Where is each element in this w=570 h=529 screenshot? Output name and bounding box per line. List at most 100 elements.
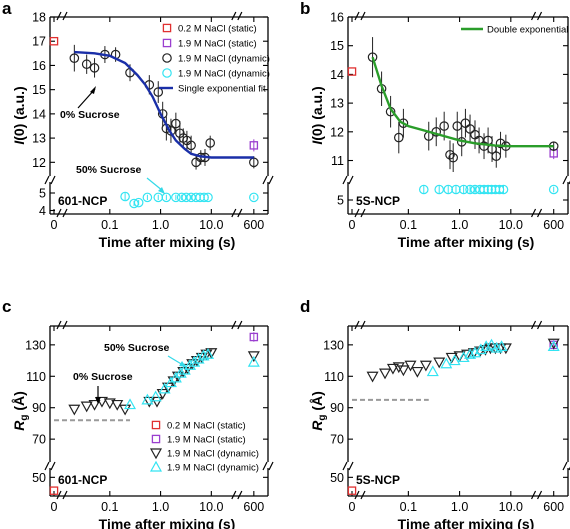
data-point xyxy=(81,59,92,70)
data-point xyxy=(141,393,154,405)
legend-swatch xyxy=(151,434,161,444)
annotation-0-sucrose: 0% Sucrose xyxy=(60,109,120,121)
annotation-50-sucrose: 50% Sucrose xyxy=(104,342,170,354)
x-tick-label: 600 xyxy=(243,500,264,514)
data-point xyxy=(80,401,93,413)
axis-break-mark xyxy=(44,175,50,185)
data-point xyxy=(483,184,493,195)
data-point xyxy=(495,340,508,352)
data-point xyxy=(458,184,469,195)
panel-letter: a xyxy=(2,0,12,18)
x-tick-label: 0.1 xyxy=(101,218,118,232)
axis-break-mark xyxy=(237,208,243,218)
axis-break-mark xyxy=(231,11,237,21)
axis-break-mark xyxy=(531,208,537,218)
data-point xyxy=(247,355,260,367)
x-axis-label: Time after mixing (s) xyxy=(398,516,535,529)
annotation-arrowhead xyxy=(158,187,165,194)
legend-label: 1.9 M NaCl (dynamic) xyxy=(178,69,270,80)
axis-break-mark xyxy=(56,11,62,21)
y-axis-label: I(0) (a.u.) xyxy=(309,86,325,144)
data-point xyxy=(49,486,59,495)
data-point xyxy=(465,124,475,134)
annotation-arrowhead xyxy=(179,361,186,367)
data-point xyxy=(445,149,455,160)
y-tick-label: 15 xyxy=(32,83,46,97)
data-point xyxy=(499,343,512,355)
axis-break-mark xyxy=(360,490,366,500)
axis-break-mark xyxy=(237,490,243,500)
y-tick-label: 130 xyxy=(25,338,46,352)
data-point xyxy=(249,157,259,168)
data-point xyxy=(451,184,461,195)
data-point xyxy=(205,138,216,148)
legend-label: Double exponential fit xyxy=(487,25,570,36)
axis-break-mark xyxy=(354,208,360,218)
fit-line xyxy=(74,50,254,159)
x-tick-label: 10.0 xyxy=(199,500,223,514)
legend-label: 1.9 M NaCl (static) xyxy=(178,39,257,50)
data-point xyxy=(203,192,213,203)
y-axis-label: Rg (Å) xyxy=(309,391,328,431)
axis-break-mark xyxy=(62,208,68,218)
data-point xyxy=(392,362,405,374)
y-tick-label: 130 xyxy=(323,338,344,352)
data-point xyxy=(68,404,81,416)
axis-break-mark xyxy=(231,490,237,500)
axis-break-mark xyxy=(62,11,68,21)
data-point xyxy=(452,121,463,131)
axis-break-mark xyxy=(342,461,348,471)
data-point xyxy=(404,360,417,372)
x-tick-label: 0.1 xyxy=(400,500,417,514)
data-point xyxy=(161,192,172,203)
data-point xyxy=(150,396,164,408)
data-point xyxy=(174,366,187,378)
data-point xyxy=(397,365,410,377)
x-tick-label: 600 xyxy=(543,218,564,232)
data-point xyxy=(103,398,116,410)
axis-break-mark xyxy=(44,461,50,471)
legend-swatch xyxy=(151,420,161,430)
data-point xyxy=(448,152,458,163)
y-tick-label: 70 xyxy=(32,433,46,447)
axis-break-mark xyxy=(562,175,568,185)
y-tick-label: 50 xyxy=(330,471,344,485)
y-axis-label: Rg (Å) xyxy=(11,391,30,431)
legend-label: 0.2 M NaCl (static) xyxy=(178,24,257,35)
data-point xyxy=(440,357,453,369)
data-point xyxy=(186,140,196,151)
sample-tag: 5S-NCP xyxy=(356,194,400,208)
data-point xyxy=(495,138,506,149)
x-tick-label: 600 xyxy=(243,218,264,232)
data-point xyxy=(418,184,429,195)
y-tick-label: 70 xyxy=(330,433,344,447)
axis-break-mark xyxy=(262,175,268,185)
y-axis-label: I(0) (a.u.) xyxy=(11,86,27,144)
panel-letter: b xyxy=(300,0,310,18)
axis-break-mark xyxy=(268,175,274,185)
data-point xyxy=(119,404,132,416)
axis-break-mark xyxy=(354,320,360,330)
data-point xyxy=(88,399,101,411)
axis-break-mark xyxy=(537,11,543,21)
x-tick-label: 0 xyxy=(51,500,58,514)
axis-break-mark xyxy=(537,208,543,218)
axis-break-mark xyxy=(360,208,366,218)
y-tick-label: 16 xyxy=(32,59,46,73)
annotation-arrowhead xyxy=(90,86,96,94)
data-point xyxy=(398,118,409,129)
legend-label: 0.2 M NaCl (static) xyxy=(167,421,246,432)
axis-break-mark xyxy=(348,461,354,471)
data-point xyxy=(366,371,379,383)
data-point xyxy=(433,357,446,369)
y-tick-label: 50 xyxy=(32,471,46,485)
data-point xyxy=(156,388,169,400)
axis-break-mark xyxy=(354,490,360,500)
y-tick-label: 14 xyxy=(330,68,344,82)
axis-break-mark xyxy=(531,320,537,330)
annotation-arrowhead xyxy=(95,397,101,404)
y-tick-label: 18 xyxy=(32,11,46,25)
x-tick-label: 0.1 xyxy=(400,218,417,232)
y-tick-label: 5 xyxy=(39,187,46,201)
